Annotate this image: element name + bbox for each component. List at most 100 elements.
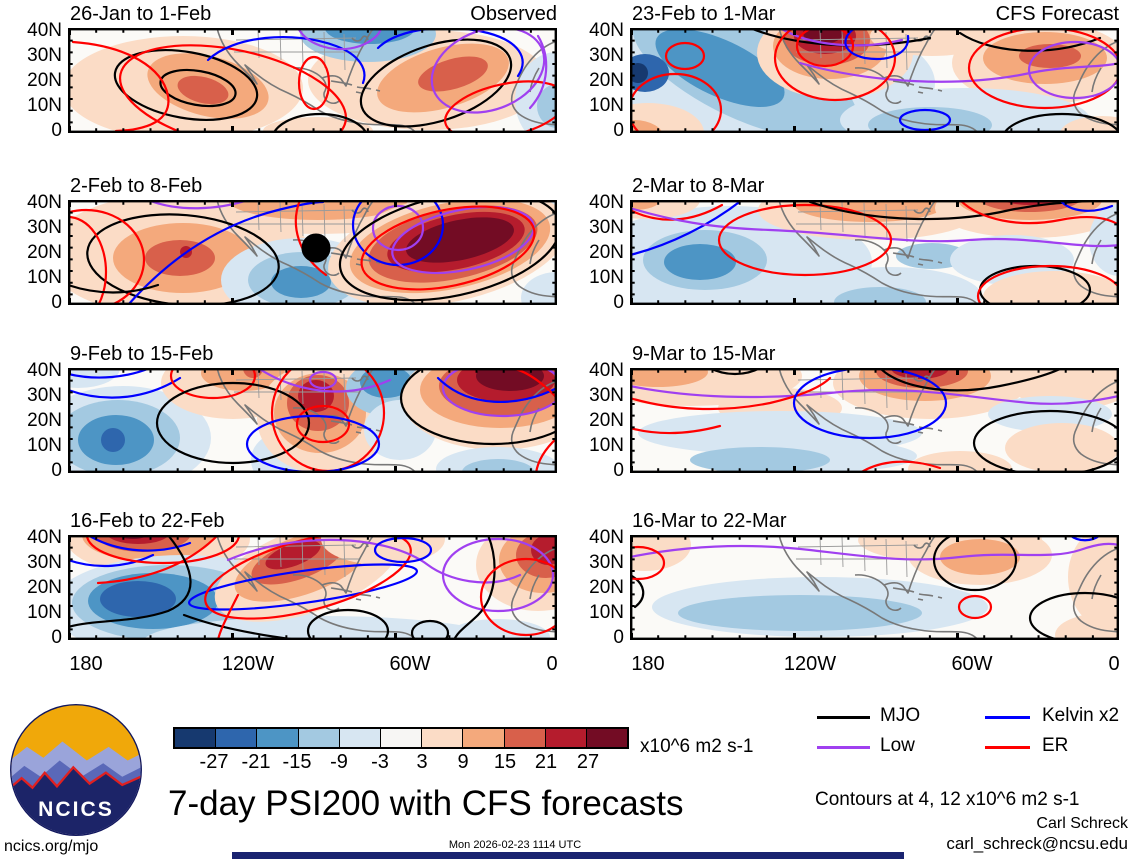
panel-title: 9-Mar to 15-Mar	[632, 343, 776, 365]
lat-axis: 40N 30N 20N 10N 0	[6, 21, 62, 141]
lat-tick-label: 0	[613, 460, 624, 481]
lat-axis: 40N 30N 20N 10N 0	[568, 361, 624, 481]
lat-tick-label: 30N	[27, 217, 62, 238]
contour-lines	[630, 28, 1119, 133]
legend-label-low: Low	[880, 735, 915, 756]
lat-axis: 40N 30N 20N 10N 0	[6, 361, 62, 481]
logo-art	[11, 705, 141, 835]
panel-title: 26-Jan to 1-Feb	[70, 3, 212, 25]
lat-tick-label: 40N	[589, 20, 624, 41]
contour-lines	[630, 200, 1119, 305]
lat-tick-label: 10N	[27, 267, 62, 288]
panel-title: 16-Mar to 22-Mar	[632, 510, 787, 532]
legend-label-kelvin: Kelvin x2	[1042, 705, 1120, 726]
lat-tick-label: 10N	[27, 602, 62, 623]
fill-shading	[68, 535, 557, 640]
lat-tick-label: 30N	[27, 45, 62, 66]
lon-tick-label: 120W	[221, 653, 275, 675]
lat-axis: 40N 30N 20N 10N 0	[568, 193, 624, 313]
lat-tick-label: 20N	[589, 242, 624, 263]
lat-tick-label: 10N	[27, 435, 62, 456]
lat-tick-label: 30N	[589, 217, 624, 238]
lat-tick-label: 40N	[27, 527, 62, 548]
legend-line-kelvin	[985, 716, 1030, 719]
map-panel-observed-4	[68, 535, 557, 640]
lat-tick-label: 40N	[27, 192, 62, 213]
panel-title: 16-Feb to 22-Feb	[70, 510, 225, 532]
map-panel-observed-1	[68, 28, 557, 133]
fill-shading	[68, 28, 557, 133]
lat-tick-label: 10N	[589, 602, 624, 623]
panel-title: 9-Feb to 15-Feb	[70, 343, 214, 365]
colorbar-cell	[422, 729, 464, 747]
lon-tick-label: 0	[1108, 653, 1120, 675]
lat-tick-label: 10N	[27, 95, 62, 116]
colorbar-tick-label: 15	[493, 751, 517, 773]
panel-title: 23-Feb to 1-Mar	[632, 3, 776, 25]
lat-tick-label: 40N	[27, 360, 62, 381]
colorbar-cell	[586, 729, 628, 747]
lon-tick-label: 180	[631, 653, 665, 675]
lat-tick-label: 20N	[589, 70, 624, 91]
panel-border	[68, 28, 557, 133]
legend-label-er: ER	[1042, 735, 1069, 756]
lat-tick-label: 0	[613, 292, 624, 313]
fill-shading	[630, 200, 1119, 305]
colorbar-cell	[463, 729, 505, 747]
colorbar-cell	[175, 729, 217, 747]
lat-tick-label: 0	[51, 292, 62, 313]
lat-tick-label: 0	[613, 627, 624, 648]
lat-tick-label: 40N	[27, 20, 62, 41]
column-label-observed: Observed	[470, 3, 557, 25]
lon-tick-label: 0	[546, 653, 558, 675]
lat-axis: 40N 30N 20N 10N 0	[568, 528, 624, 648]
ncics-logo: NCICS	[8, 702, 144, 838]
lat-tick-label: 20N	[27, 410, 62, 431]
map-panel-forecast-4	[630, 535, 1119, 640]
colorbar-tick-label: -15	[282, 751, 312, 773]
map-panel-observed-2	[68, 200, 557, 305]
lat-tick-label: 0	[51, 120, 62, 141]
map-panel-forecast-1	[630, 28, 1119, 133]
fill-shading	[630, 535, 1119, 640]
colorbar-tick-label: -21	[241, 751, 271, 773]
colorbar-cell	[257, 729, 299, 747]
lat-tick-label: 10N	[589, 95, 624, 116]
colorbar-units: x10^6 m2 s-1	[640, 736, 754, 757]
colorbar-tick-label: 9	[457, 751, 469, 773]
lat-tick-label: 20N	[589, 577, 624, 598]
fill-shading	[630, 368, 1119, 473]
colorbar-tick-label: -3	[371, 751, 389, 773]
legend-line-er	[985, 746, 1030, 749]
lat-axis: 40N 30N 20N 10N 0	[568, 21, 624, 141]
colorbar-cell	[298, 729, 340, 747]
contour-lines	[68, 535, 557, 640]
lat-tick-label: 30N	[27, 552, 62, 573]
contour-lines	[630, 368, 1119, 473]
legend-line-low	[817, 746, 870, 749]
lon-tick-label: 60W	[389, 653, 431, 675]
lat-tick-label: 10N	[589, 267, 624, 288]
lat-tick-label: 40N	[589, 360, 624, 381]
credit-name: Carl Schreck	[1036, 815, 1128, 832]
site-link: ncics.org/mjo	[4, 838, 99, 855]
lat-axis: 40N 30N 20N 10N 0	[6, 528, 62, 648]
fill-shading	[68, 200, 557, 305]
colorbar-cell	[380, 729, 423, 747]
panel-title: 2-Mar to 8-Mar	[632, 175, 765, 197]
map-panel-forecast-3	[630, 368, 1119, 473]
lat-tick-label: 0	[613, 120, 624, 141]
lat-tick-label: 20N	[27, 70, 62, 91]
legend-line-mjo	[817, 716, 870, 719]
colorbar-cell	[545, 729, 587, 747]
lat-tick-label: 30N	[589, 385, 624, 406]
lat-tick-label: 40N	[589, 527, 624, 548]
colorbar-cell	[216, 729, 258, 747]
contours-note: Contours at 4, 12 x10^6 m2 s-1	[815, 789, 1080, 810]
colorbar-tick-label: -27	[199, 751, 229, 773]
lat-tick-label: 20N	[589, 410, 624, 431]
timestamp: Mon 2026-02-23 1114 UTC	[448, 839, 582, 851]
lat-tick-label: 0	[51, 627, 62, 648]
lat-tick-label: 20N	[27, 242, 62, 263]
